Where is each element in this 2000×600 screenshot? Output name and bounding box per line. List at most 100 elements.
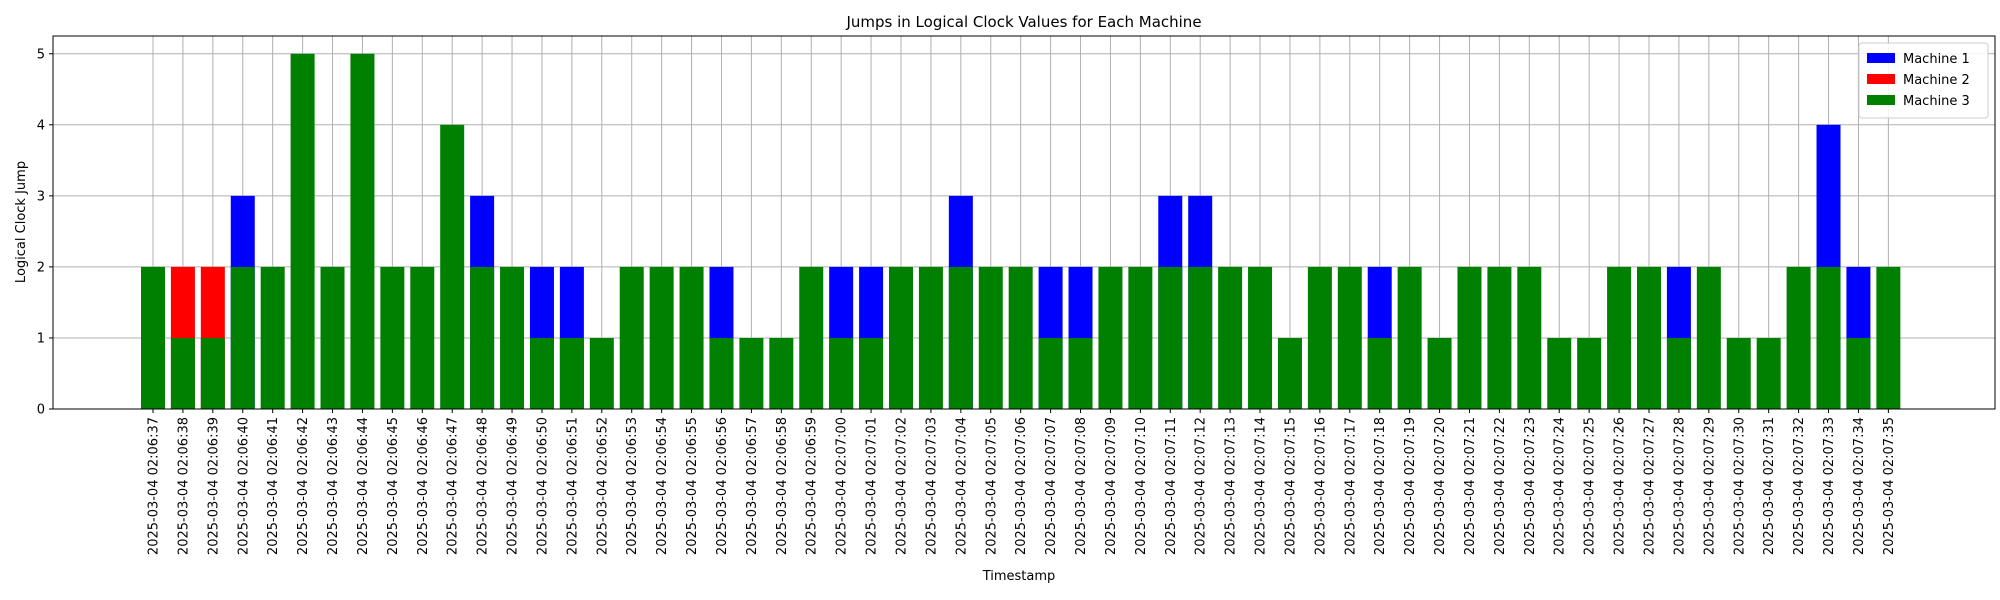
bar bbox=[589, 337, 614, 409]
bar bbox=[500, 266, 525, 409]
legend-label: Machine 3 bbox=[1903, 94, 1970, 109]
x-tick-label: 2025-03-04 02:06:45 bbox=[386, 417, 401, 555]
x-tick-label: 2025-03-04 02:06:38 bbox=[176, 417, 191, 555]
legend-label: Machine 1 bbox=[1903, 52, 1970, 67]
bar bbox=[290, 53, 315, 410]
bar bbox=[350, 53, 375, 410]
bar bbox=[1547, 337, 1572, 409]
x-tick-label: 2025-03-04 02:06:50 bbox=[535, 417, 550, 555]
bar bbox=[619, 266, 644, 409]
bar bbox=[918, 266, 943, 409]
bar bbox=[1188, 266, 1213, 409]
bar bbox=[1726, 337, 1751, 409]
legend-label: Machine 2 bbox=[1903, 73, 1970, 88]
y-tick-label: 3 bbox=[37, 189, 45, 204]
x-tick-label: 2025-03-04 02:07:24 bbox=[1553, 417, 1568, 555]
x-axis: 2025-03-04 02:06:37 2025-03-04 02:06:38 20… bbox=[147, 409, 1897, 555]
x-tick-label: 2025-03-04 02:07:31 bbox=[1762, 417, 1777, 555]
bar bbox=[889, 266, 913, 409]
bar bbox=[799, 266, 824, 409]
bar bbox=[769, 337, 794, 409]
bar bbox=[978, 266, 1003, 409]
bar bbox=[1846, 337, 1871, 409]
bar bbox=[470, 266, 495, 409]
x-tick-label: 2025-03-04 02:07:11 bbox=[1164, 417, 1179, 555]
bar bbox=[1098, 266, 1123, 409]
x-tick-label: 2025-03-04 02:06:42 bbox=[296, 417, 311, 555]
x-tick-label: 2025-03-04 02:06:51 bbox=[565, 417, 580, 555]
x-tick-label: 2025-03-04 02:07:27 bbox=[1643, 417, 1658, 555]
y-axis: 0 1 2 3 4 5 bbox=[37, 47, 53, 418]
x-tick-label: 2025-03-04 02:07:14 bbox=[1254, 417, 1269, 555]
bar bbox=[1427, 337, 1452, 409]
y-tick-label: 4 bbox=[37, 118, 45, 133]
bar bbox=[859, 337, 884, 409]
bar bbox=[410, 266, 435, 409]
legend-swatch bbox=[1867, 53, 1895, 63]
bar bbox=[1876, 266, 1901, 409]
x-tick-label: 2025-03-04 02:07:30 bbox=[1732, 417, 1747, 555]
bar bbox=[1158, 266, 1183, 409]
x-tick-label: 2025-03-04 02:06:43 bbox=[326, 417, 341, 555]
x-tick-label: 2025-03-04 02:07:10 bbox=[1134, 417, 1149, 555]
bar bbox=[1128, 266, 1153, 409]
x-tick-label: 2025-03-04 02:07:01 bbox=[865, 417, 880, 555]
bar bbox=[380, 266, 405, 409]
x-tick-label: 2025-03-04 02:06:58 bbox=[775, 417, 790, 555]
x-tick-label: 2025-03-04 02:06:54 bbox=[655, 417, 670, 555]
x-tick-label: 2025-03-04 02:07:29 bbox=[1702, 417, 1717, 555]
x-tick-label: 2025-03-04 02:07:08 bbox=[1074, 417, 1089, 555]
x-tick-label: 2025-03-04 02:07:07 bbox=[1044, 417, 1059, 555]
x-tick-label: 2025-03-04 02:07:00 bbox=[835, 417, 850, 555]
bar bbox=[1637, 266, 1661, 409]
bar bbox=[320, 266, 345, 409]
x-tick-label: 2025-03-04 02:06:53 bbox=[625, 417, 640, 555]
x-tick-label: 2025-03-04 02:06:39 bbox=[206, 417, 221, 555]
x-tick-label: 2025-03-04 02:07:32 bbox=[1792, 417, 1807, 555]
x-tick-label: 2025-03-04 02:07:04 bbox=[954, 417, 969, 555]
bar bbox=[649, 266, 674, 409]
bar bbox=[1756, 337, 1781, 409]
x-tick-label: 2025-03-04 02:07:13 bbox=[1224, 417, 1239, 555]
bar bbox=[260, 266, 285, 409]
y-axis-label: Logical Clock Jump bbox=[14, 161, 29, 283]
bar bbox=[829, 337, 854, 409]
x-tick-label: 2025-03-04 02:07:19 bbox=[1403, 417, 1418, 555]
x-tick-label: 2025-03-04 02:06:56 bbox=[715, 417, 730, 555]
x-tick-label: 2025-03-04 02:06:48 bbox=[476, 417, 491, 555]
x-tick-label: 2025-03-04 02:07:34 bbox=[1852, 417, 1867, 555]
chart-title: Jumps in Logical Clock Values for Each M… bbox=[845, 13, 1201, 31]
x-tick-label: 2025-03-04 02:06:47 bbox=[446, 417, 461, 555]
x-tick-label: 2025-03-04 02:07:12 bbox=[1194, 417, 1209, 555]
plot-frame bbox=[52, 35, 1996, 410]
x-tick-label: 2025-03-04 02:07:05 bbox=[984, 417, 999, 555]
bar bbox=[1008, 266, 1033, 409]
bar bbox=[559, 337, 584, 409]
bar bbox=[440, 124, 465, 410]
bar bbox=[1367, 337, 1392, 409]
bar bbox=[200, 337, 225, 409]
y-tick-label: 5 bbox=[37, 47, 45, 62]
bar bbox=[1218, 266, 1243, 409]
bar bbox=[1577, 337, 1602, 409]
x-tick-label: 2025-03-04 02:07:16 bbox=[1313, 417, 1328, 555]
bar bbox=[1038, 337, 1063, 409]
bar bbox=[1337, 266, 1362, 409]
x-tick-label: 2025-03-04 02:07:03 bbox=[924, 417, 939, 555]
legend-swatch bbox=[1867, 95, 1895, 105]
x-tick-label: 2025-03-04 02:06:41 bbox=[266, 417, 281, 555]
bar bbox=[1517, 266, 1542, 409]
x-tick-label: 2025-03-04 02:06:55 bbox=[685, 417, 700, 555]
x-tick-label: 2025-03-04 02:07:18 bbox=[1373, 417, 1388, 555]
y-tick-label: 0 bbox=[37, 403, 45, 418]
bar bbox=[1786, 266, 1811, 409]
legend-swatch bbox=[1867, 74, 1895, 84]
y-tick-label: 2 bbox=[37, 260, 45, 275]
bar bbox=[709, 337, 734, 409]
x-tick-label: 2025-03-04 02:07:33 bbox=[1822, 417, 1837, 555]
x-tick-label: 2025-03-04 02:06:40 bbox=[236, 417, 251, 555]
x-tick-label: 2025-03-04 02:07:28 bbox=[1672, 417, 1687, 555]
x-tick-label: 2025-03-04 02:06:46 bbox=[416, 417, 431, 555]
bar bbox=[1248, 266, 1273, 409]
